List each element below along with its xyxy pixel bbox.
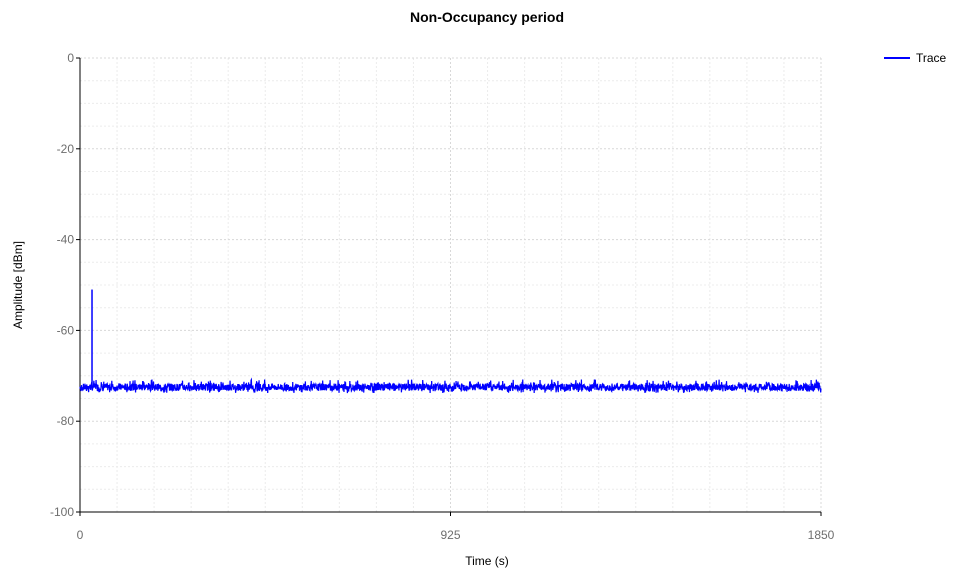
y-tick-label: 0	[67, 51, 74, 65]
x-ticks: 0 925 1850	[77, 512, 835, 542]
y-tick-label: -60	[57, 323, 75, 337]
grid	[80, 57, 822, 512]
y-tick-label: -80	[57, 414, 75, 428]
series-line	[79, 377, 822, 394]
y-ticks: 0 -20 -40 -60 -80 -100	[50, 51, 80, 519]
legend[interactable]: Trace	[884, 51, 947, 65]
y-tick-label: -40	[57, 233, 75, 247]
x-tick-label: 1850	[808, 528, 835, 542]
x-tick-label: 0	[77, 528, 84, 542]
y-axis-label: Amplitude [dBm]	[11, 241, 25, 329]
chart-title: Non-Occupancy period	[410, 9, 564, 25]
legend-label: Trace	[916, 51, 947, 65]
x-tick-label: 925	[440, 528, 460, 542]
y-tick-label: -20	[57, 142, 75, 156]
x-axis-label: Time (s)	[465, 554, 509, 568]
series-group	[79, 289, 822, 394]
y-tick-label: -100	[50, 505, 74, 519]
